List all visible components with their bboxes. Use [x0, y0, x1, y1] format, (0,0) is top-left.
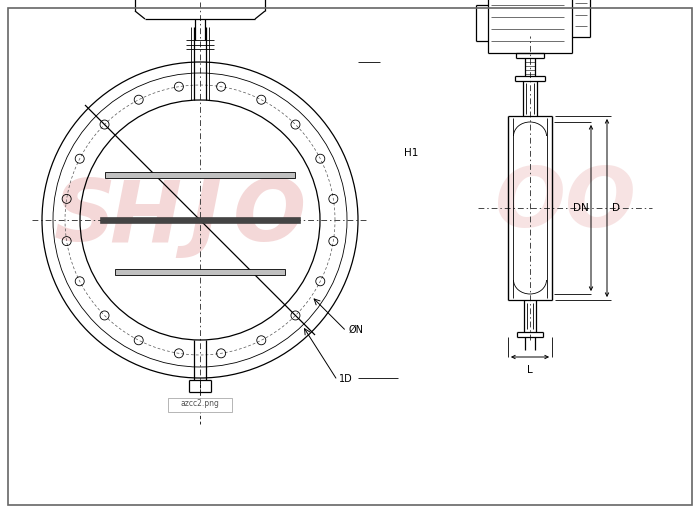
- Bar: [115, 269, 285, 275]
- Bar: [168, 398, 232, 412]
- Bar: [105, 172, 295, 178]
- Text: azcc2.png: azcc2.png: [181, 400, 219, 408]
- Text: O: O: [495, 163, 566, 244]
- Text: J: J: [189, 176, 221, 260]
- Bar: [100, 217, 300, 223]
- Text: D: D: [612, 203, 620, 213]
- Text: L: L: [527, 365, 533, 375]
- Text: H: H: [109, 176, 181, 260]
- Text: 1D: 1D: [340, 374, 354, 384]
- Text: H1: H1: [404, 148, 419, 159]
- Text: O: O: [233, 176, 307, 260]
- Text: DN: DN: [573, 203, 589, 213]
- Text: ØN: ØN: [349, 325, 363, 335]
- Text: S: S: [54, 176, 116, 260]
- Text: O: O: [565, 163, 636, 244]
